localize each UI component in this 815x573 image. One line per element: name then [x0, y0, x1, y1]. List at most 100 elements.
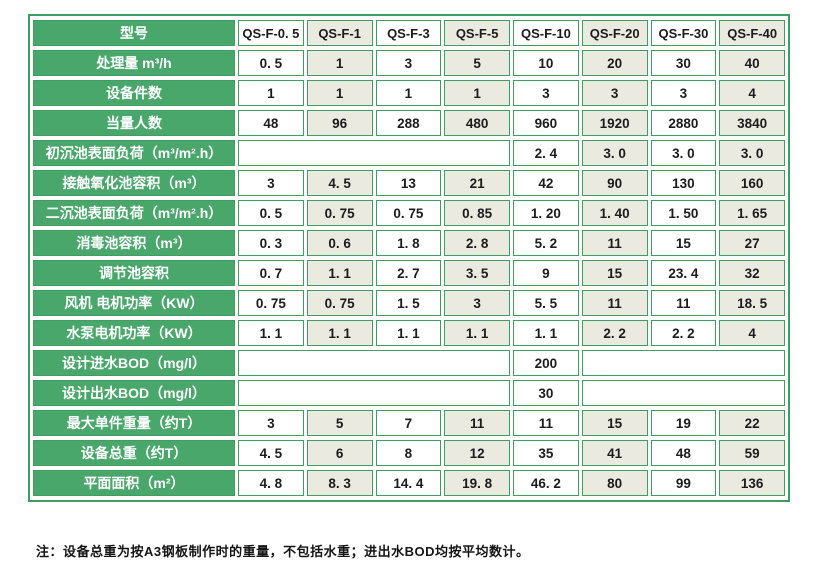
row-label: 调节池容积 [33, 260, 235, 286]
table-cell: 1. 20 [513, 200, 579, 226]
table-cell: 0. 75 [306, 200, 373, 226]
table-cell: 1. 1 [306, 260, 373, 286]
header-row: 型号 QS-F-0. 5 QS-F-1 QS-F-3 QS-F-5 QS-F-10 QS-… [33, 20, 785, 46]
column-header-model: QS-F-3 [375, 20, 442, 46]
table-cell: 1. 1 [444, 320, 510, 346]
table-cell: 0. 7 [238, 260, 304, 286]
table-cell: 1. 8 [375, 230, 442, 256]
table-cell: 11 [444, 410, 510, 436]
table-cell: 3840 [719, 110, 785, 136]
table-cell: 1 [306, 50, 373, 76]
table-cell: 136 [719, 470, 785, 496]
table-cell: 2. 2 [650, 320, 717, 346]
table-cell: 0. 6 [306, 230, 373, 256]
table-cell: 2. 4 [513, 140, 579, 166]
table-row: 处理量 m³/h 0. 5 1 3 5 10 20 30 40 [33, 50, 785, 76]
table-row: 初沉池表面负荷（m³/m².h） 2. 4 3. 0 3. 0 3. 0 [33, 140, 785, 166]
table-cell: 0. 5 [238, 200, 304, 226]
table-cell: 23. 4 [650, 260, 717, 286]
table-cell [238, 140, 510, 166]
table-cell: 3. 5 [444, 260, 510, 286]
table-cell: 2. 2 [581, 320, 648, 346]
table-cell [238, 350, 510, 376]
row-label: 设备件数 [33, 80, 235, 106]
table-cell: 30 [513, 380, 579, 406]
table-cell: 960 [513, 110, 579, 136]
table-row: 二沉池表面负荷（m³/m².h） 0. 5 0. 75 0. 75 0. 85 1. 20… [33, 200, 785, 226]
column-header-model: QS-F-40 [719, 20, 785, 46]
table-cell: 0. 75 [306, 290, 373, 316]
table-cell: 3 [375, 50, 442, 76]
table-cell: 14. 4 [375, 470, 442, 496]
table-cell: 96 [306, 110, 373, 136]
column-header-model: QS-F-1 [306, 20, 373, 46]
row-label: 水泵电机功率（KW） [33, 320, 235, 346]
row-label: 接触氧化池容积（m³） [33, 170, 235, 196]
table-cell: 41 [581, 440, 648, 466]
table-cell: 40 [719, 50, 785, 76]
table-cell: 18. 5 [719, 290, 785, 316]
table-cell: 19. 8 [444, 470, 510, 496]
table-cell: 32 [719, 260, 785, 286]
table-cell: 1. 1 [238, 320, 304, 346]
table-cell: 0. 85 [444, 200, 510, 226]
table-cell: 1920 [581, 110, 648, 136]
table-cell: 42 [513, 170, 579, 196]
row-label: 二沉池表面负荷（m³/m².h） [33, 200, 235, 226]
table-cell: 15 [581, 410, 648, 436]
table-cell: 5 [444, 50, 510, 76]
table-cell: 1. 1 [513, 320, 579, 346]
table-cell: 12 [444, 440, 510, 466]
table-cell: 0. 3 [238, 230, 304, 256]
row-label: 设备总重（约T） [33, 440, 235, 466]
table-cell: 1. 65 [719, 200, 785, 226]
table-cell: 11 [513, 410, 579, 436]
table-row: 消毒池容积（m³） 0. 3 0. 6 1. 8 2. 8 5. 2 11 15 27 [33, 230, 785, 256]
table-cell [581, 380, 785, 406]
row-label: 处理量 m³/h [33, 50, 235, 76]
row-label: 设计出水BOD（mg/l） [33, 380, 235, 406]
table-cell: 3. 0 [719, 140, 785, 166]
table-row: 接触氧化池容积（m³） 3 4. 5 13 21 42 90 130 160 [33, 170, 785, 196]
table-cell: 1 [375, 80, 442, 106]
table-cell: 3. 0 [650, 140, 717, 166]
table-cell: 4. 5 [238, 440, 304, 466]
table-cell: 3 [238, 410, 304, 436]
table-cell: 2880 [650, 110, 717, 136]
table-row: 设备件数 1 1 1 1 3 3 3 4 [33, 80, 785, 106]
table-cell: 1 [306, 80, 373, 106]
table-cell: 8. 3 [306, 470, 373, 496]
table-cell: 7 [375, 410, 442, 436]
table-cell: 160 [719, 170, 785, 196]
table-row: 风机 电机功率（KW） 0. 75 0. 75 1. 5 3 5. 5 11 11 18. 5 [33, 290, 785, 316]
spec-table: 型号 QS-F-0. 5 QS-F-1 QS-F-3 QS-F-5 QS-F-10 QS-… [28, 14, 790, 502]
table-row: 当量人数 48 96 288 480 960 1920 2880 3840 [33, 110, 785, 136]
table-cell: 48 [650, 440, 717, 466]
table-cell: 15 [650, 230, 717, 256]
table-cell: 1. 1 [306, 320, 373, 346]
column-header-model: QS-F-5 [444, 20, 510, 46]
table-cell: 1. 5 [375, 290, 442, 316]
table-cell: 4. 5 [306, 170, 373, 196]
row-label: 平面面积（m²） [33, 470, 235, 496]
table-cell: 90 [581, 170, 648, 196]
table-cell: 20 [581, 50, 648, 76]
table-cell: 6 [306, 440, 373, 466]
table-cell: 480 [444, 110, 510, 136]
row-label: 风机 电机功率（KW） [33, 290, 235, 316]
table-cell [581, 350, 785, 376]
table-cell: 4. 8 [238, 470, 304, 496]
table-cell: 11 [581, 230, 648, 256]
table-row: 设计出水BOD（mg/l） 30 [33, 380, 785, 406]
table-cell: 9 [513, 260, 579, 286]
table-cell: 99 [650, 470, 717, 496]
table-cell: 0. 75 [238, 290, 304, 316]
table-row: 设备总重（约T） 4. 5 6 8 12 35 41 48 59 [33, 440, 785, 466]
row-label: 设计进水BOD（mg/l） [33, 350, 235, 376]
table-cell: 11 [650, 290, 717, 316]
table-cell: 22 [719, 410, 785, 436]
table-cell: 35 [513, 440, 579, 466]
table-row: 平面面积（m²） 4. 8 8. 3 14. 4 19. 8 46. 2 80 99 136 [33, 470, 785, 496]
column-header-model: QS-F-10 [513, 20, 579, 46]
